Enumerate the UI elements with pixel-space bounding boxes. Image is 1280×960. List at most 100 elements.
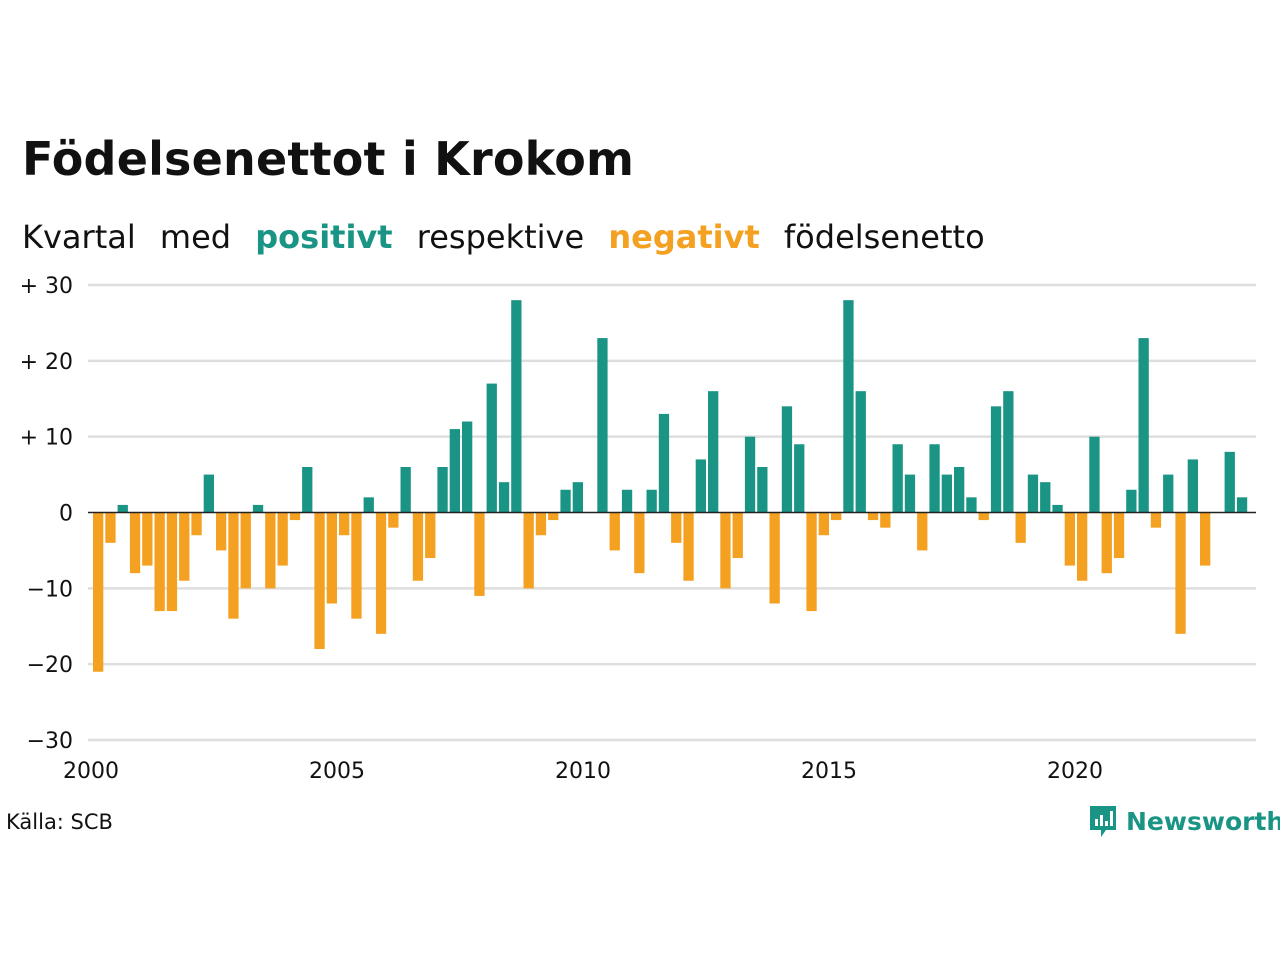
bar <box>744 436 756 513</box>
bar <box>621 489 633 513</box>
bar <box>1224 451 1235 513</box>
bar <box>917 512 928 551</box>
bar <box>425 512 436 558</box>
bar <box>1040 482 1051 513</box>
bar <box>400 467 411 513</box>
bar <box>437 467 448 513</box>
bar <box>1150 512 1162 528</box>
bar <box>990 406 1002 513</box>
bar <box>831 512 842 521</box>
bar-chart: + 30 + 20 + 10 0 −10 −20 −30 2000 2005 2010 2015 20… <box>20 274 1256 784</box>
bar <box>179 512 190 581</box>
bar <box>1077 512 1088 581</box>
y-tick-label: −10 <box>27 577 73 602</box>
bar <box>781 406 793 513</box>
bar <box>1015 512 1026 543</box>
bar <box>117 504 128 513</box>
x-tick-label: 2010 <box>555 759 611 784</box>
bar <box>1175 512 1186 634</box>
subtitle-positive-word: positivt <box>255 218 393 256</box>
y-tick-label: 0 <box>59 502 73 527</box>
x-tick-label: 2015 <box>801 759 857 784</box>
bar <box>769 512 780 604</box>
bar <box>708 391 719 513</box>
bar <box>892 444 903 513</box>
bar <box>129 512 141 574</box>
bar <box>216 512 227 551</box>
bar <box>720 512 731 589</box>
bar <box>1003 391 1014 513</box>
bar <box>498 482 510 513</box>
bar <box>954 467 965 513</box>
bar <box>486 383 497 513</box>
chart-title: Födelsenettot i Krokom <box>22 132 635 186</box>
bar <box>535 512 547 536</box>
x-tick-label: 2020 <box>1047 759 1103 784</box>
bar <box>302 467 313 513</box>
bar <box>683 512 694 581</box>
bar <box>658 413 670 513</box>
subtitle-part3: respektive <box>416 218 585 256</box>
bar <box>523 512 534 589</box>
bar <box>634 512 645 574</box>
bar <box>794 444 805 513</box>
bar <box>363 497 374 513</box>
subtitle-part1: Kvartal <box>22 218 136 256</box>
bar <box>1089 436 1100 513</box>
bar <box>1027 474 1039 513</box>
bar <box>1113 512 1125 558</box>
bar <box>252 504 264 513</box>
bar <box>511 300 522 513</box>
bar <box>597 338 608 513</box>
source-note: Källa: SCB <box>6 810 113 834</box>
bar <box>978 512 989 521</box>
bar <box>142 512 153 566</box>
bar <box>474 512 485 596</box>
chart-subtitle: Kvartal med positivt respektive negativt… <box>22 218 999 256</box>
bar <box>375 512 387 634</box>
bar <box>1200 512 1211 566</box>
bar <box>609 512 620 551</box>
bar <box>1101 512 1112 574</box>
y-tick-label: + 20 <box>20 350 73 375</box>
bar <box>326 512 337 604</box>
bar <box>818 512 829 536</box>
bar <box>339 512 350 536</box>
bar <box>449 429 460 513</box>
subtitle-part4: födelsenetto <box>783 218 985 256</box>
bar <box>462 421 473 513</box>
bar <box>166 512 178 612</box>
bar <box>105 512 116 543</box>
bar <box>1187 459 1198 513</box>
bar <box>93 512 104 672</box>
bar <box>1052 504 1063 513</box>
bar <box>228 512 239 619</box>
bar <box>757 467 768 513</box>
bar <box>240 512 251 589</box>
bar <box>314 512 325 649</box>
bar <box>867 512 879 521</box>
subtitle-part2: med <box>159 218 232 256</box>
bar <box>671 512 682 543</box>
bar <box>646 489 657 513</box>
y-tick-label: −20 <box>27 653 73 678</box>
y-tick-label: −30 <box>27 729 73 754</box>
x-tick-label: 2000 <box>63 759 119 784</box>
bar <box>560 489 571 513</box>
bar <box>806 512 817 612</box>
y-tick-label: + 10 <box>20 426 73 451</box>
bar <box>855 391 866 513</box>
bar <box>966 497 977 513</box>
bar <box>277 512 288 566</box>
bar <box>388 512 399 528</box>
brand-name: Newsworthy <box>1126 806 1280 836</box>
bar <box>1163 474 1174 513</box>
bar <box>1126 489 1137 513</box>
bar <box>265 512 276 589</box>
bar <box>941 474 952 513</box>
x-tick-label: 2005 <box>309 759 365 784</box>
newsworthy-logo-icon <box>1090 806 1116 837</box>
bar <box>880 512 891 528</box>
bar <box>732 512 743 558</box>
bar <box>843 300 854 513</box>
